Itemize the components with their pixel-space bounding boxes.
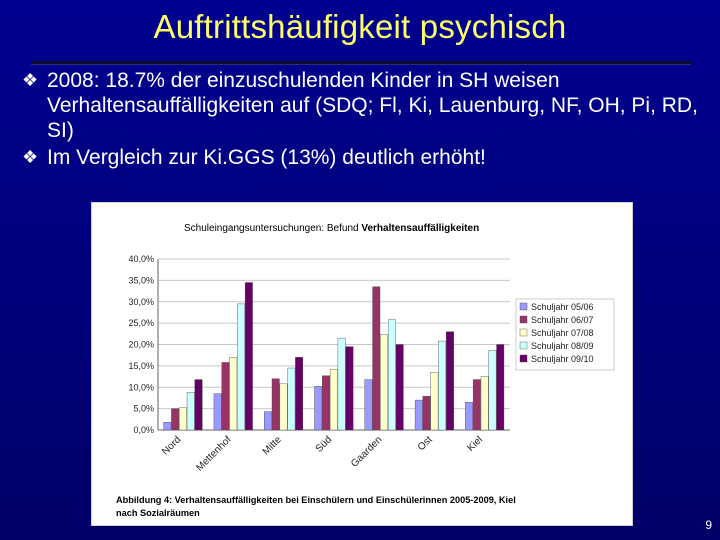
y-tick-label: 15,0% [128, 361, 154, 371]
legend-label: Schuljahr 06/07 [531, 315, 594, 325]
y-tick-label: 5,0% [133, 404, 154, 414]
bar [171, 408, 180, 431]
bullet-item: ❖ 2008: 18.7% der einzuschulenden Kinder… [22, 68, 712, 143]
bar [221, 362, 230, 431]
chart-panel: Schuleingangsuntersuchungen: Befund Verh… [91, 202, 633, 526]
diamond-bullet-icon: ❖ [22, 147, 39, 167]
y-tick-label: 30,0% [128, 297, 154, 307]
x-tick-label: Gaarden [349, 434, 384, 469]
bar [372, 286, 381, 431]
bar [364, 379, 373, 431]
bar [237, 303, 245, 431]
slide-title: Auftrittshäufigkeit psychisch [153, 8, 567, 45]
bar [472, 379, 481, 431]
bar [387, 319, 396, 431]
bar [488, 350, 497, 431]
x-tick-label: Nord [160, 434, 183, 457]
bar [414, 399, 423, 431]
bar [264, 411, 272, 431]
page-number: 9 [705, 518, 712, 532]
bar [194, 379, 203, 431]
bar [314, 386, 323, 431]
legend-label: Schuljahr 09/10 [531, 354, 594, 364]
bar [287, 367, 296, 431]
bar [496, 344, 505, 431]
bar [229, 357, 238, 431]
bar [329, 369, 338, 431]
bullet-text: 2008: 18.7% der einzuschulenden Kinder i… [47, 69, 698, 142]
y-tick-label: 40,0% [128, 254, 154, 264]
bar [446, 331, 454, 431]
y-tick-label: 35,0% [128, 275, 154, 285]
y-tick-label: 10,0% [128, 382, 154, 392]
bar-chart: Schuleingangsuntersuchungen: Befund Verh… [116, 223, 615, 518]
legend-label: Schuljahr 08/09 [531, 341, 594, 351]
bar [295, 357, 304, 431]
x-tick-label: Ost [416, 434, 435, 453]
chart-title: Schuleingangsuntersuchungen: Befund Verh… [184, 223, 479, 234]
bar [244, 282, 253, 431]
bar [345, 346, 354, 431]
legend-swatch [519, 328, 528, 337]
legend-swatch [519, 341, 528, 350]
bullet-item: ❖ Im Vergleich zur Ki.GGS (13%) deutlich… [22, 145, 712, 170]
legend-label: Schuljahr 05/06 [531, 302, 594, 312]
bullet-list: ❖ 2008: 18.7% der einzuschulenden Kinder… [22, 68, 712, 172]
legend-swatch [519, 315, 528, 324]
title-divider [31, 61, 691, 64]
bar [322, 375, 330, 431]
legend-label: Schuljahr 07/08 [531, 328, 594, 338]
legend-swatch [519, 354, 528, 363]
chart-caption-line1: Abbildung 4: Verhaltensauffälligkeiten b… [116, 495, 516, 505]
bullet-text: Im Vergleich zur Ki.GGS (13%) deutlich e… [47, 146, 486, 169]
bar [422, 396, 431, 431]
bar [337, 337, 346, 431]
y-tick-label: 20,0% [128, 340, 154, 350]
x-tick-label: Kiel [465, 434, 485, 454]
bar [395, 344, 404, 431]
bar [186, 392, 195, 431]
x-tick-label: Mettenhof [194, 434, 233, 473]
chart-caption-line2: nach Sozialräumen [116, 508, 200, 518]
bar [480, 376, 489, 431]
x-tick-label: Mitte [261, 434, 284, 457]
bar [438, 340, 447, 431]
y-tick-label: 0,0% [133, 425, 154, 435]
bar [279, 383, 288, 431]
bar [179, 407, 187, 431]
bar [271, 378, 280, 431]
bar [163, 422, 172, 431]
bar [380, 334, 388, 431]
y-tick-label: 25,0% [128, 318, 154, 328]
legend-box [515, 298, 615, 371]
x-tick-label: Süd [314, 434, 334, 454]
diamond-bullet-icon: ❖ [22, 70, 39, 90]
legend-swatch [519, 302, 528, 311]
bar [465, 402, 473, 431]
bar [213, 393, 222, 431]
bar [430, 372, 439, 431]
